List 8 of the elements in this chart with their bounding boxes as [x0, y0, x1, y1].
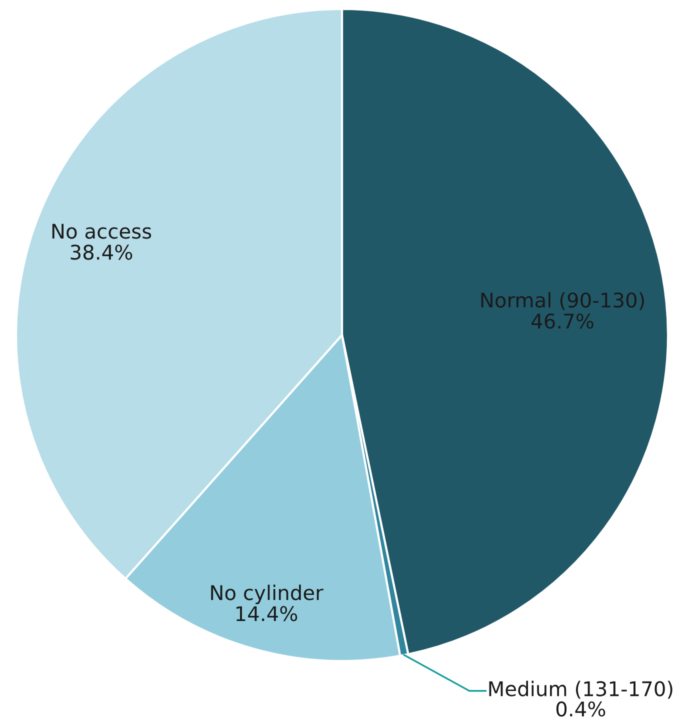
data-label: 14.4% — [236, 606, 298, 622]
slice-label: No access — [52, 224, 152, 239]
slice-label: No cylinder — [211, 584, 324, 604]
slice-label: Normal (90-130) — [481, 292, 644, 310]
data-label: 38.4% — [70, 244, 132, 260]
data-label: 0.4% — [556, 701, 606, 717]
data-label: 46.7% — [532, 314, 594, 329]
slice-label: Medium (131-170) — [489, 680, 672, 699]
